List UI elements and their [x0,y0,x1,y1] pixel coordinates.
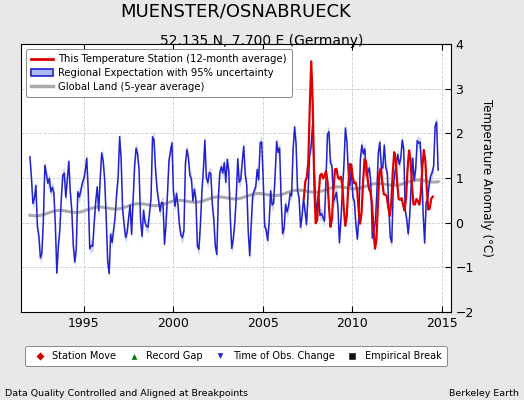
Legend: Station Move, Record Gap, Time of Obs. Change, Empirical Break: Station Move, Record Gap, Time of Obs. C… [25,346,446,366]
Text: Data Quality Controlled and Aligned at Breakpoints: Data Quality Controlled and Aligned at B… [5,389,248,398]
Text: Berkeley Earth: Berkeley Earth [449,389,519,398]
Y-axis label: Temperature Anomaly (°C): Temperature Anomaly (°C) [481,99,493,257]
Title: MUENSTER/OSNABRUECK: MUENSTER/OSNABRUECK [121,2,351,20]
Text: 52.135 N, 7.700 E (Germany): 52.135 N, 7.700 E (Germany) [160,34,364,48]
